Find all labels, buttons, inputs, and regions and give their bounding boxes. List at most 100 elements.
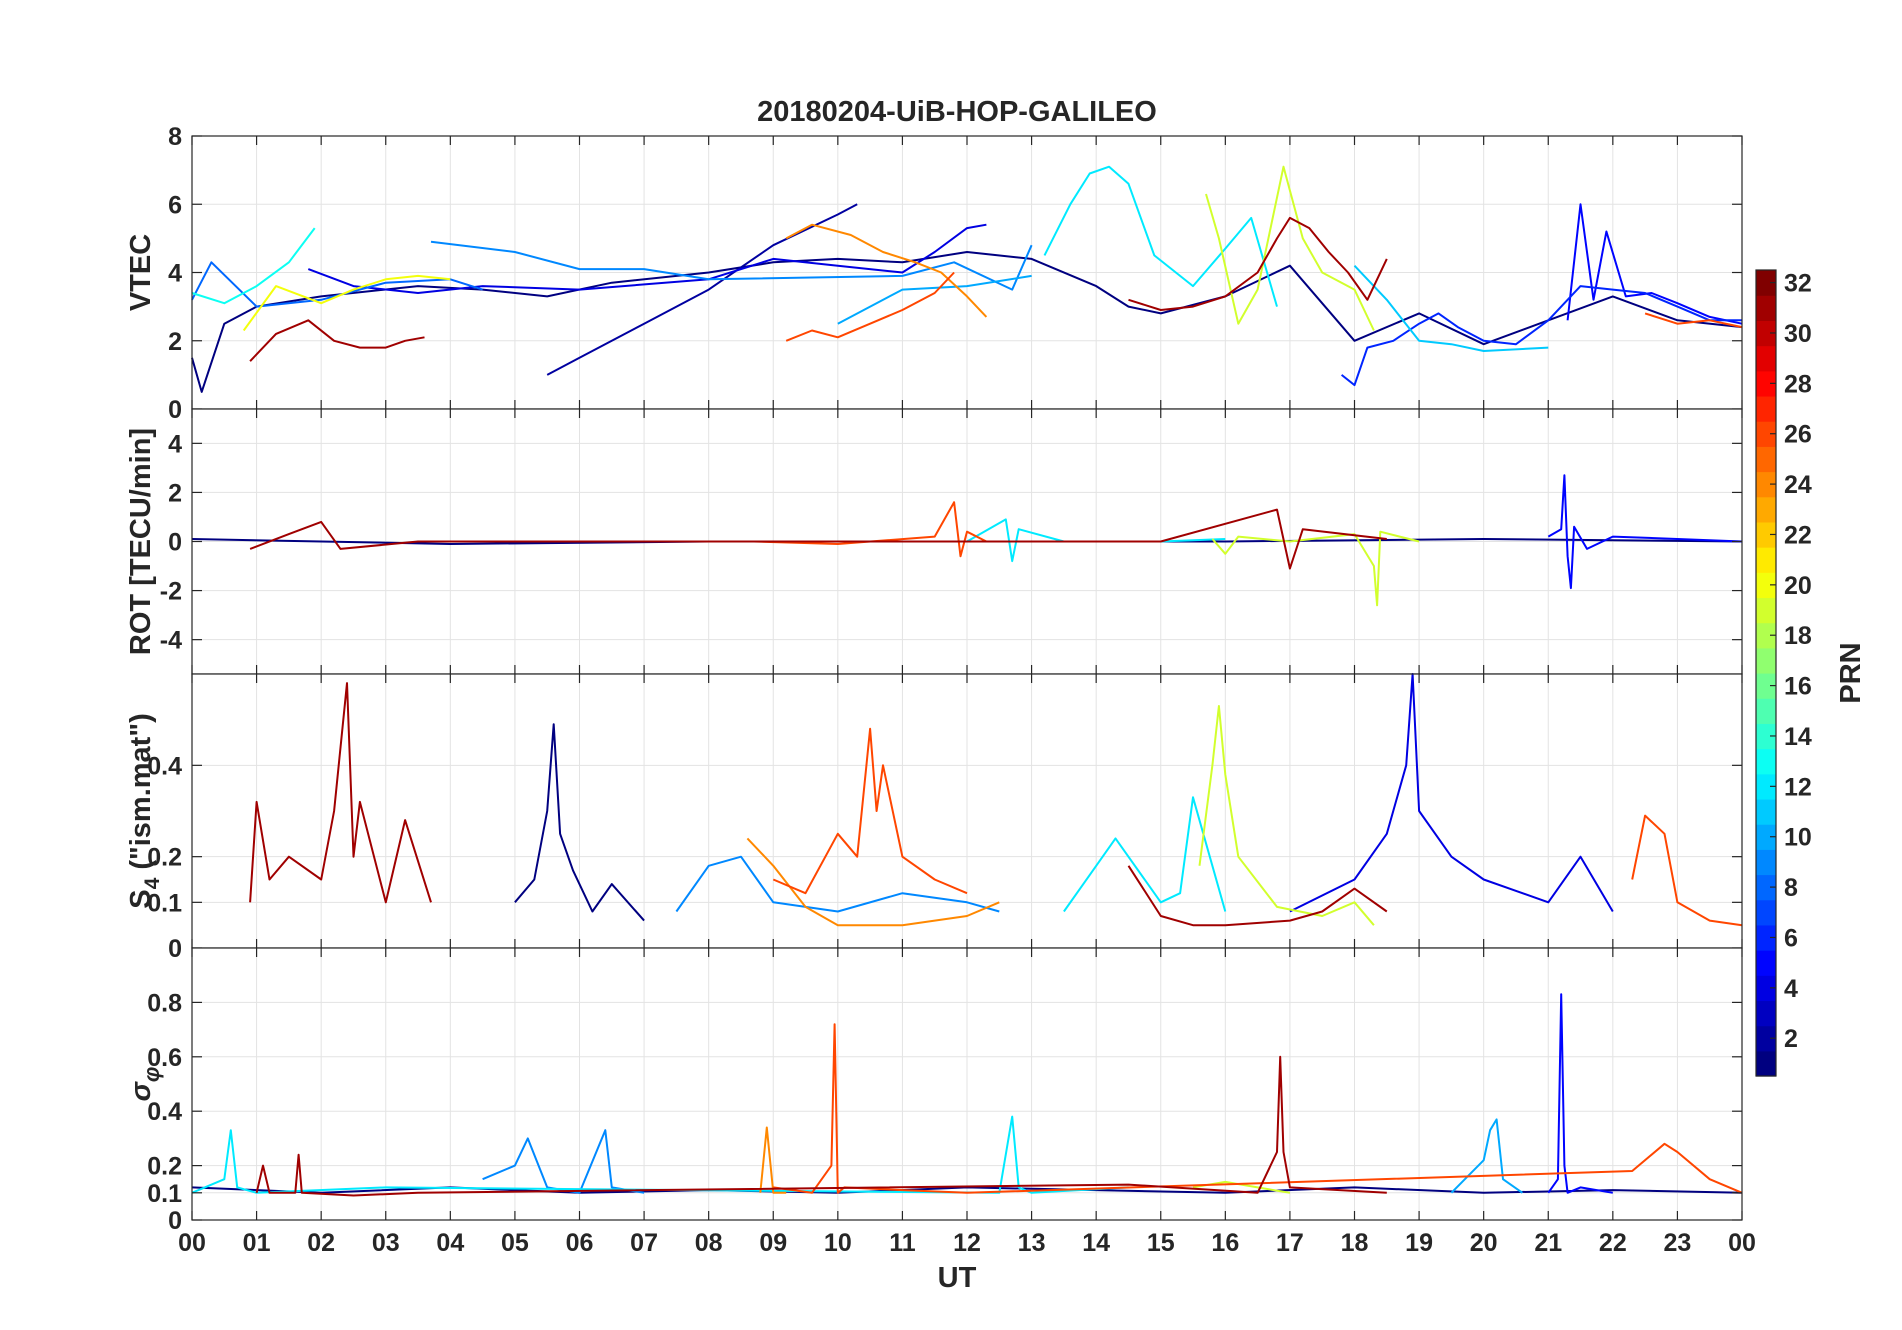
colorbar-segment bbox=[1756, 950, 1776, 976]
colorbar-segment bbox=[1756, 1050, 1776, 1077]
x-tick-label: 19 bbox=[1405, 1229, 1433, 1257]
colorbar-tick-label: 6 bbox=[1784, 924, 1798, 952]
series-prn-13 bbox=[191, 227, 316, 305]
y-axis-label: VTEC bbox=[125, 234, 157, 311]
y-tick-label: 0.4 bbox=[147, 752, 182, 780]
panel-rot: -4 -2 0 2 4 ROT [TECU/min] bbox=[125, 408, 1743, 675]
series-prn-26 bbox=[1631, 814, 1743, 927]
colorbar-tick-label: 26 bbox=[1784, 421, 1812, 449]
y-tick-label: 4 bbox=[168, 430, 182, 458]
series-prn-31 bbox=[249, 682, 432, 904]
series-prn-11 bbox=[1353, 265, 1549, 352]
colorbar-tick-label: 12 bbox=[1784, 773, 1812, 801]
colorbar-tick-label: 2 bbox=[1784, 1025, 1798, 1053]
series-prn-12 bbox=[1063, 796, 1227, 913]
colorbar-frame bbox=[1755, 269, 1777, 1077]
series-prn-24 bbox=[746, 837, 1000, 927]
series-prn-26 bbox=[772, 727, 968, 895]
series-prn-31 bbox=[249, 319, 425, 362]
x-tick-label: 07 bbox=[630, 1229, 658, 1257]
series-prn-10 bbox=[1450, 1118, 1523, 1194]
y-tick-label: 0.2 bbox=[147, 844, 182, 872]
y-tick-label: 8 bbox=[168, 123, 182, 151]
x-tick-label: 16 bbox=[1211, 1229, 1239, 1257]
colorbar-segment bbox=[1756, 723, 1776, 750]
x-tick-label: 12 bbox=[953, 1229, 981, 1257]
colorbar-segment bbox=[1756, 673, 1776, 699]
y-tick-label: 0 bbox=[168, 1207, 182, 1235]
series-prn-5 bbox=[1547, 474, 1743, 590]
colorbar-segment bbox=[1756, 270, 1776, 296]
chart-title: 20180204-UiB-HOP-GALILEO bbox=[757, 96, 1157, 128]
x-tick-label: 03 bbox=[372, 1229, 400, 1257]
colorbar-tick-label: 28 bbox=[1784, 370, 1812, 398]
series-prn-31 bbox=[255, 1055, 1387, 1197]
x-tick-label: 18 bbox=[1341, 1229, 1369, 1257]
y-tick-label: 0.1 bbox=[147, 1180, 182, 1208]
colorbar-segment bbox=[1756, 471, 1776, 498]
colorbar-segment bbox=[1756, 521, 1776, 548]
x-tick-label: 02 bbox=[307, 1229, 335, 1257]
y-tick-label: -2 bbox=[160, 578, 182, 606]
series-prn-1 bbox=[514, 723, 645, 922]
colorbar-segment bbox=[1756, 295, 1776, 321]
y-tick-label: 0 bbox=[168, 396, 182, 424]
colorbar-segment bbox=[1756, 446, 1776, 473]
series-prn-31 bbox=[249, 508, 1387, 570]
colorbar-tick-label: 14 bbox=[1784, 723, 1812, 751]
series-prn-19 bbox=[1211, 530, 1420, 607]
colorbar-tick-label: 24 bbox=[1784, 471, 1812, 499]
x-tick-label: 17 bbox=[1276, 1229, 1304, 1257]
y-tick-label: 2 bbox=[168, 479, 182, 507]
series-prn-26 bbox=[1644, 312, 1743, 329]
colorbar-tick-label: 8 bbox=[1784, 874, 1798, 902]
series-prn-26 bbox=[753, 501, 987, 558]
x-tick-label: 09 bbox=[759, 1229, 787, 1257]
series-prn-9 bbox=[482, 1129, 645, 1194]
series-prn-4 bbox=[307, 223, 987, 294]
panel-vtec: 0 2 4 6 8 VTEC bbox=[125, 123, 1743, 424]
series-prn-31 bbox=[1128, 216, 1388, 311]
colorbar-tick-label: 22 bbox=[1784, 521, 1812, 549]
colorbar-segment bbox=[1756, 924, 1776, 951]
colorbar-segment bbox=[1756, 345, 1776, 372]
colorbar-tick-label: 30 bbox=[1784, 320, 1812, 348]
x-tick-label: 20 bbox=[1470, 1229, 1498, 1257]
colorbar-segment bbox=[1756, 773, 1776, 800]
colorbar-segment bbox=[1756, 370, 1776, 397]
series-prn-20 bbox=[242, 274, 451, 332]
x-tick-label: 14 bbox=[1082, 1229, 1110, 1257]
x-tick-labels: 00 01 02 03 04 05 06 07 08 09 10 11 12 13 14 15 16 17 18 19… bbox=[178, 1229, 1756, 1257]
colorbar-segment bbox=[1756, 496, 1776, 523]
series-prn-5 bbox=[1547, 993, 1613, 1194]
y-tick-label: 0.2 bbox=[147, 1153, 182, 1181]
x-tick-label: 01 bbox=[243, 1229, 271, 1257]
series-prn-12 bbox=[1043, 165, 1278, 307]
colorbar-segment bbox=[1756, 597, 1776, 624]
x-tick-label: 00 bbox=[178, 1229, 206, 1257]
x-tick-label: 04 bbox=[436, 1229, 464, 1257]
y-tick-label: 0.4 bbox=[147, 1098, 182, 1126]
series-prn-2 bbox=[546, 203, 858, 376]
colorbar-segment bbox=[1756, 849, 1776, 876]
x-tick-label: 06 bbox=[566, 1229, 594, 1257]
x-tick-label: 21 bbox=[1534, 1229, 1562, 1257]
colorbar-segment bbox=[1756, 622, 1776, 649]
colorbar-label: PRN bbox=[1835, 642, 1867, 703]
x-tick-label: 08 bbox=[695, 1229, 723, 1257]
x-axis-label: UT bbox=[938, 1262, 977, 1294]
series-prn-5 bbox=[1566, 203, 1743, 325]
colorbar-segment bbox=[1756, 572, 1776, 599]
colorbar-segment bbox=[1756, 647, 1776, 674]
series-prn-4 bbox=[1289, 673, 1614, 913]
colorbar-segment bbox=[1756, 824, 1776, 850]
x-tick-label: 00 bbox=[1728, 1229, 1756, 1257]
series-prn-24 bbox=[759, 1126, 787, 1194]
colorbar-segment bbox=[1756, 1025, 1776, 1052]
series-prn-12 bbox=[191, 1115, 1129, 1194]
y-tick-label: 0 bbox=[168, 529, 182, 557]
y-tick-label: 0.8 bbox=[147, 989, 182, 1017]
x-tick-label: 22 bbox=[1599, 1229, 1627, 1257]
y-axis-label: S4 ("ism.mat") bbox=[125, 713, 164, 909]
